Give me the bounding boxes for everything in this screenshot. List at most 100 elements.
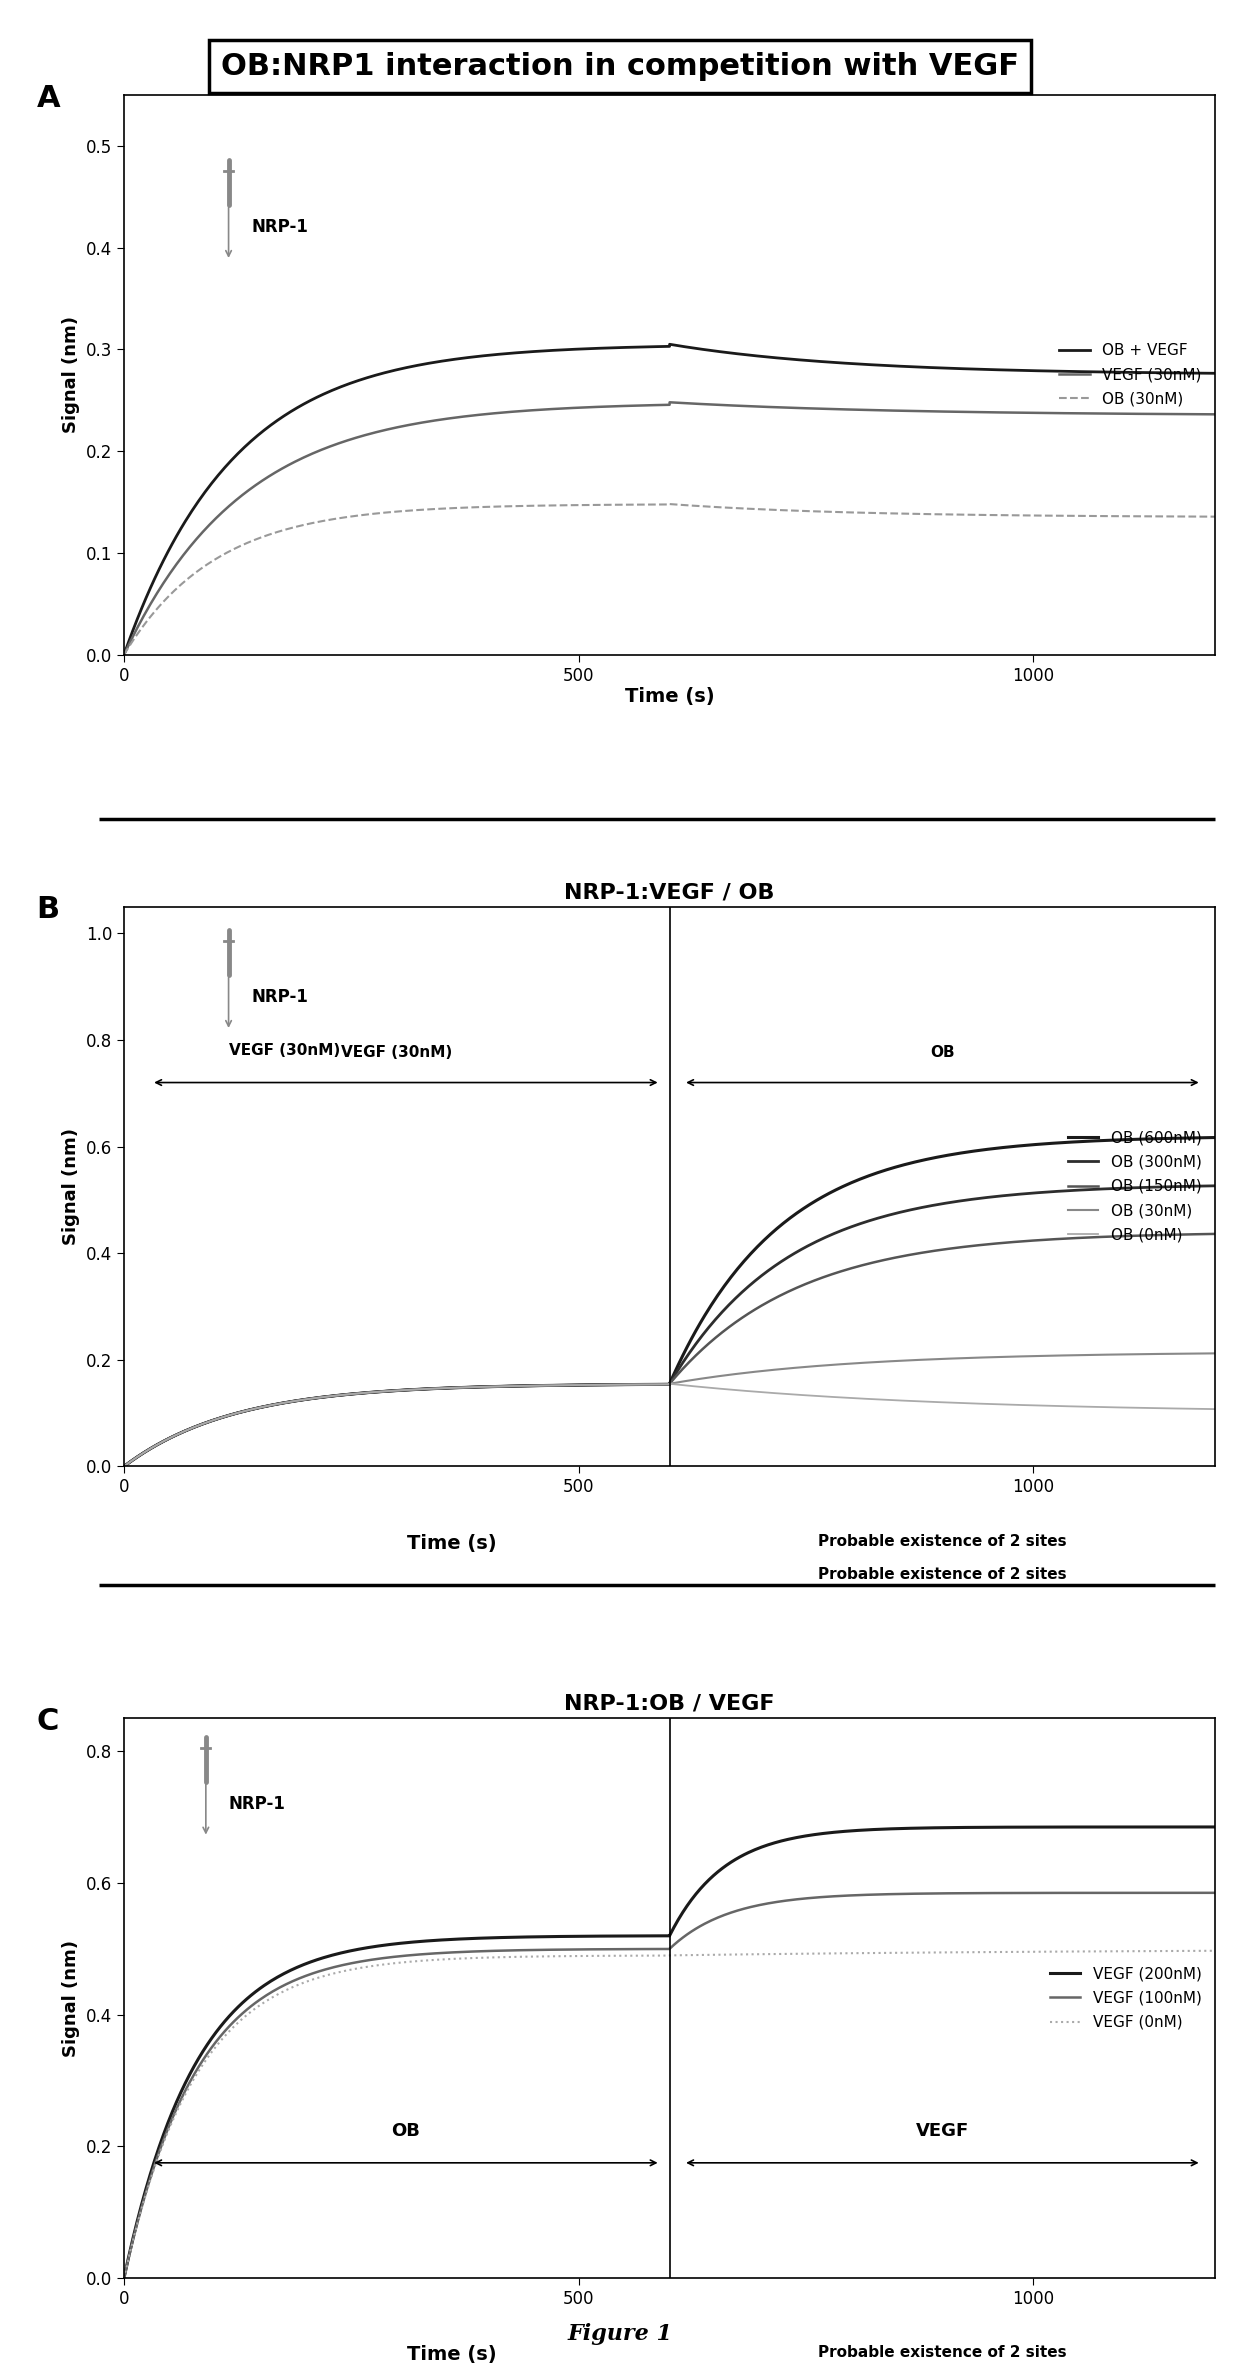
OB (30nM) [117,1452,131,1481]
OB (300nM) [642,1369,657,1398]
Text: Time (s): Time (s) [407,2345,496,2364]
OB (30nM) [1011,1343,1025,1372]
OB (300nM) [117,1452,131,1481]
OB (30nM) [642,1369,657,1398]
Text: Figure 1: Figure 1 [568,2323,672,2345]
VEGF (0nM) [1208,1936,1223,1965]
OB (30nM) [636,491,651,520]
VEGF (0nM) [765,1939,780,1967]
Text: VEGF (30nM): VEGF (30nM) [228,1044,340,1058]
VEGF (0nM) [1011,1939,1025,1967]
OB (0nM) [117,1452,131,1481]
OB (30nM) [1013,501,1028,529]
VEGF (30nM) [662,389,677,418]
Text: Time (s): Time (s) [407,1533,496,1552]
Title: NRP-1 as ligand: NRP-1 as ligand [570,71,769,90]
Text: NRP-1: NRP-1 [228,1794,285,1813]
Y-axis label: Signal (nm): Signal (nm) [62,1127,81,1246]
Line: VEGF (200nM): VEGF (200nM) [124,1827,1215,2278]
OB + VEGF [1013,356,1028,384]
OB (0nM) [662,1369,677,1398]
Line: VEGF (100nM): VEGF (100nM) [124,1894,1215,2278]
Text: OB:NRP1 interaction in competition with VEGF: OB:NRP1 interaction in competition with … [221,52,1019,81]
Text: A: A [37,83,61,114]
OB + VEGF [636,332,651,361]
OB (150nM) [636,1369,651,1398]
OB (150nM) [1011,1227,1025,1255]
OB + VEGF [117,641,131,669]
Line: OB + VEGF: OB + VEGF [124,344,1215,655]
Text: VEGF: VEGF [916,2121,968,2140]
OB (0nM) [1184,1395,1199,1424]
OB (30nM) [1208,503,1223,532]
OB (300nM) [765,1253,780,1281]
X-axis label: Time (s): Time (s) [625,688,714,707]
VEGF (100nM) [117,2264,131,2292]
VEGF (30nM) [636,392,651,420]
Line: OB (0nM): OB (0nM) [124,1383,1215,1467]
OB (300nM) [706,1308,720,1336]
Line: VEGF (0nM): VEGF (0nM) [124,1951,1215,2278]
Text: NRP-1: NRP-1 [252,987,309,1006]
VEGF (100nM) [636,1934,651,1962]
OB (30nM) [765,1355,780,1383]
OB (30nM) [662,489,677,517]
Legend: OB + VEGF, VEGF (30nM), OB (30nM): OB + VEGF, VEGF (30nM), OB (30nM) [1053,337,1208,413]
VEGF (100nM) [1208,1879,1223,1908]
VEGF (200nM) [1182,1813,1197,1841]
OB (150nM) [117,1452,131,1481]
Text: B: B [37,895,60,925]
Text: NRP-1: NRP-1 [252,218,309,237]
VEGF (30nM) [117,641,131,669]
Line: OB (150nM): OB (150nM) [124,1234,1215,1467]
VEGF (30nM) [1208,401,1223,430]
OB (0nM) [1208,1395,1223,1424]
OB (150nM) [765,1286,780,1315]
VEGF (30nM) [1013,399,1028,427]
OB (150nM) [642,1369,657,1398]
OB (30nM) [642,491,657,520]
VEGF (30nM) [708,392,723,420]
OB (300nM) [636,1369,651,1398]
OB (30nM) [1182,1338,1197,1367]
OB (600nM) [636,1369,651,1398]
OB (0nM) [642,1369,657,1398]
Text: OB: OB [392,2121,420,2140]
VEGF (0nM) [706,1941,720,1970]
Text: OB: OB [930,1044,955,1061]
OB (150nM) [1182,1220,1197,1248]
OB + VEGF [1208,358,1223,387]
OB + VEGF [1184,358,1199,387]
VEGF (200nM) [636,1922,651,1951]
OB (150nM) [706,1324,720,1353]
Line: VEGF (30nM): VEGF (30nM) [124,403,1215,655]
VEGF (0nM) [636,1941,651,1970]
Text: C: C [37,1706,60,1737]
OB (150nM) [1208,1220,1223,1248]
OB + VEGF [708,337,723,365]
OB (30nM) [708,494,723,522]
OB (0nM) [768,1379,782,1407]
VEGF (100nM) [706,1906,720,1934]
VEGF (200nM) [706,1860,720,1889]
VEGF (200nM) [765,1830,780,1858]
VEGF (0nM) [117,2264,131,2292]
OB (0nM) [636,1369,651,1398]
VEGF (100nM) [1011,1879,1025,1908]
Line: OB (600nM): OB (600nM) [124,1137,1215,1467]
OB (600nM) [765,1217,780,1246]
VEGF (100nM) [765,1889,780,1917]
OB (600nM) [1011,1132,1025,1160]
VEGF (200nM) [642,1922,657,1951]
VEGF (30nM) [642,392,657,420]
VEGF (0nM) [642,1941,657,1970]
OB (600nM) [1182,1125,1197,1153]
Text: Probable existence of 2 sites: Probable existence of 2 sites [818,1533,1066,1550]
VEGF (0nM) [1182,1936,1197,1965]
VEGF (200nM) [1208,1813,1223,1841]
OB (300nM) [1208,1172,1223,1201]
OB (30nM) [768,496,782,524]
OB + VEGF [642,332,657,361]
Text: VEGF (30nM): VEGF (30nM) [341,1044,453,1061]
VEGF (100nM) [1182,1879,1197,1908]
